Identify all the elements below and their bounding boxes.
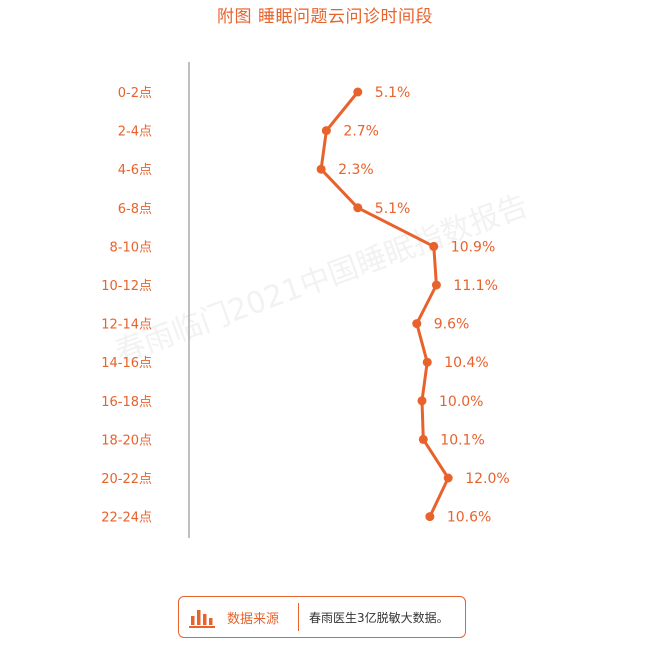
category-label: 14-16点 (101, 356, 152, 371)
data-point (321, 126, 331, 136)
data-label: 11.1% (453, 278, 497, 294)
data-source-box: 数据来源 春雨医生3亿脱敏大数据。 (178, 596, 466, 638)
source-label: 数据来源 (227, 612, 280, 627)
data-label: 2.7% (343, 124, 379, 140)
data-point (443, 473, 453, 483)
bar-chart-icon (189, 610, 215, 628)
data-point (418, 434, 428, 444)
data-point (353, 87, 363, 97)
category-label: 4-6点 (118, 163, 152, 178)
data-label: 10.1% (440, 432, 484, 448)
category-label: 18-20点 (101, 433, 152, 448)
data-point (316, 164, 326, 174)
data-point (412, 319, 422, 329)
data-label: 5.1% (375, 201, 411, 217)
category-label: 2-4点 (118, 125, 152, 140)
data-label: 5.1% (375, 85, 411, 101)
category-label: 20-22点 (101, 472, 152, 487)
data-point (425, 512, 435, 522)
category-label: 16-18点 (101, 395, 152, 410)
category-label: 22-24点 (101, 511, 152, 526)
data-label: 10.4% (444, 355, 488, 371)
line-chart: 0-2点 2-4点 4-6点 6-8点 8-10点 10-12点 12-14点 14-16点 1… (101, 62, 510, 538)
source-text: 春雨医生3亿脱敏大数据。 (309, 611, 449, 625)
category-labels: 0-2点 2-4点 4-6点 6-8点 8-10点 10-12点 12-14点 14-16点 1… (101, 86, 152, 526)
data-label: 10.6% (447, 510, 491, 526)
data-point (353, 203, 363, 213)
data-label: 12.0% (465, 471, 509, 487)
category-label: 6-8点 (118, 202, 152, 217)
data-label: 10.0% (439, 394, 483, 410)
data-point (422, 357, 432, 367)
source-divider (298, 603, 299, 631)
data-point (431, 280, 441, 290)
chart-title: 附图 睡眠问题云问诊时间段 (217, 7, 433, 27)
category-label: 0-2点 (118, 86, 152, 101)
data-point (417, 396, 427, 406)
data-label: 2.3% (338, 162, 374, 178)
data-label: 9.6% (434, 317, 470, 333)
category-label: 12-14点 (101, 318, 152, 333)
data-labels: 5.1% 2.7% 2.3% 5.1% 10.9% 11.1% 9.6% 10.4% 10.0%… (338, 85, 510, 526)
series-line (319, 90, 450, 519)
category-label: 8-10点 (109, 240, 152, 255)
data-point (429, 241, 439, 251)
data-label: 10.9% (451, 239, 495, 255)
category-label: 10-12点 (101, 279, 152, 294)
data-points (316, 87, 453, 522)
